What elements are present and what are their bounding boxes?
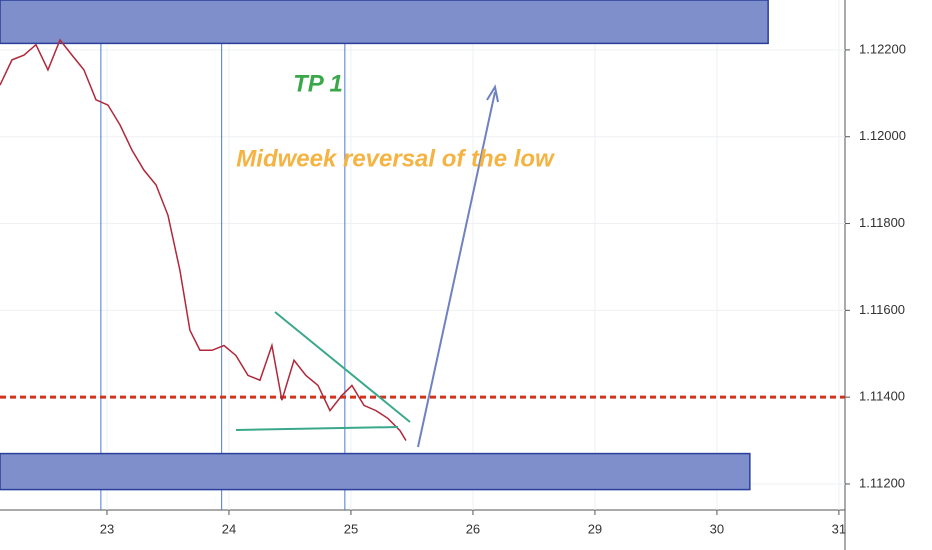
y-tick-label: 1.11600 [859,302,905,317]
y-tick-label: 1.12000 [859,128,906,143]
trendline [235,426,399,431]
zone [0,0,769,45]
x-tick-label: 24 [222,521,236,536]
arrow [417,91,496,448]
y-tick-label: 1.12200 [859,41,906,56]
x-tick-label: 29 [588,521,602,536]
x-tick-label: 26 [466,521,480,536]
x-tick-label: 23 [100,521,114,536]
price-line [0,38,407,441]
y-tick-label: 1.11200 [859,475,905,490]
arrow-head [486,84,499,103]
annotation: Midweek reversal of the low [236,145,555,172]
zone [0,452,751,491]
plot [0,0,845,510]
x-tick-label: 25 [344,521,358,536]
y-tick-label: 1.11800 [859,215,905,230]
y-tick-label: 1.11400 [859,389,905,404]
x-tick-label: 30 [710,521,724,536]
annotation: TP 1 [293,70,343,97]
trendline [274,311,411,423]
x-tick-label: 31 [832,521,846,536]
